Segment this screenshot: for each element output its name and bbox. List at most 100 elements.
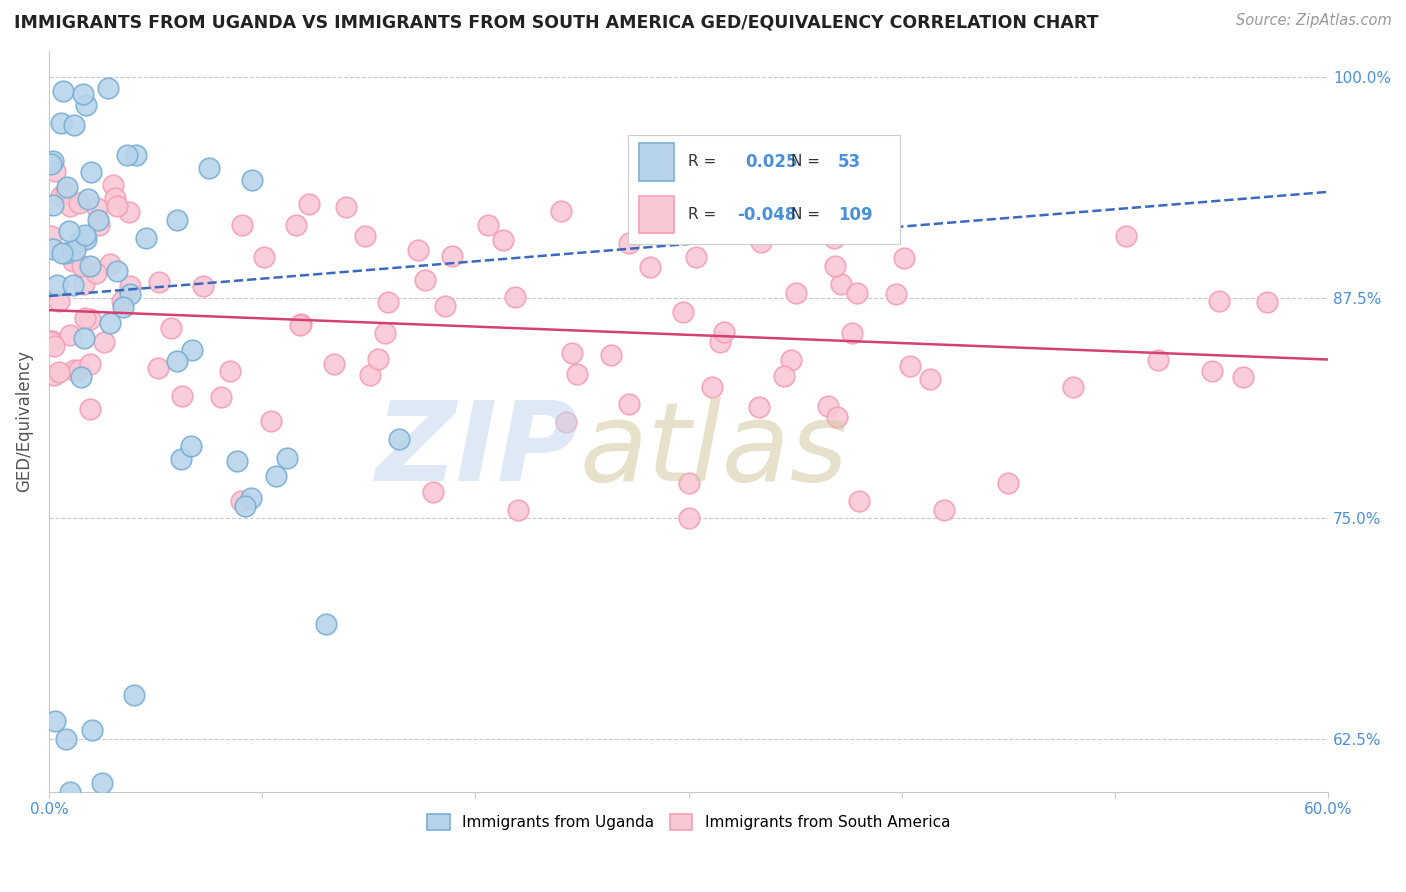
Point — [434, 299, 457, 313]
Point — [55, 185, 77, 199]
Point — [172, 389, 194, 403]
Point — [685, 250, 707, 264]
Point — [125, 148, 148, 162]
Text: N =: N = — [792, 154, 821, 169]
Point — [619, 396, 641, 410]
Point — [104, 191, 127, 205]
Point — [97, 80, 120, 95]
Point — [827, 409, 849, 424]
Point — [98, 316, 121, 330]
Point — [75, 98, 97, 112]
Point — [105, 199, 128, 213]
FancyBboxPatch shape — [638, 144, 675, 181]
Point — [79, 402, 101, 417]
Point — [377, 295, 399, 310]
Point — [785, 286, 807, 301]
Point — [72, 87, 94, 101]
Point — [1232, 370, 1254, 384]
Point — [817, 399, 839, 413]
Point — [180, 343, 202, 357]
Point — [288, 318, 311, 333]
Point — [550, 203, 572, 218]
FancyBboxPatch shape — [628, 135, 900, 244]
Point — [45, 277, 67, 292]
Point — [387, 432, 409, 446]
Point — [118, 278, 141, 293]
Point — [773, 369, 796, 384]
Point — [440, 248, 463, 262]
Point — [122, 688, 145, 702]
Point — [749, 235, 772, 250]
Point — [42, 154, 65, 169]
Point — [166, 354, 188, 368]
Point — [80, 165, 103, 179]
Point — [135, 231, 157, 245]
Point — [39, 229, 62, 244]
Point — [492, 233, 515, 247]
Point — [315, 617, 337, 632]
Text: -0.048: -0.048 — [737, 206, 796, 224]
Text: ZIP: ZIP — [377, 398, 579, 505]
Point — [997, 476, 1019, 491]
Point — [841, 326, 863, 340]
Point — [44, 338, 66, 352]
Point — [84, 266, 107, 280]
Point — [73, 310, 96, 325]
Point — [80, 723, 103, 738]
Point — [779, 352, 801, 367]
Point — [422, 484, 444, 499]
Point — [920, 371, 942, 385]
Point — [56, 179, 79, 194]
Point — [335, 200, 357, 214]
Point — [893, 251, 915, 265]
Point — [51, 245, 73, 260]
Point — [55, 731, 77, 746]
Point — [678, 511, 700, 525]
Point — [848, 493, 870, 508]
Point — [111, 300, 134, 314]
Point — [672, 305, 695, 319]
Point — [374, 326, 396, 341]
Point — [240, 491, 263, 505]
Point — [73, 277, 96, 291]
Point — [219, 364, 242, 378]
Point — [554, 415, 576, 429]
Point — [62, 363, 84, 377]
Point — [87, 212, 110, 227]
Point — [229, 493, 252, 508]
Point — [406, 243, 429, 257]
Point — [824, 259, 846, 273]
Point — [69, 235, 91, 249]
Point — [709, 335, 731, 350]
Point — [700, 380, 723, 394]
Point — [79, 312, 101, 326]
Point — [62, 118, 84, 132]
Point — [678, 218, 700, 232]
Point — [873, 218, 896, 232]
Point — [42, 198, 65, 212]
Legend: Immigrants from Uganda, Immigrants from South America: Immigrants from Uganda, Immigrants from … — [420, 808, 956, 836]
Point — [44, 714, 66, 729]
Y-axis label: GED/Equivalency: GED/Equivalency — [15, 351, 32, 492]
Point — [51, 115, 73, 129]
Point — [225, 454, 247, 468]
Point — [193, 278, 215, 293]
Point — [322, 357, 344, 371]
Text: Source: ZipAtlas.com: Source: ZipAtlas.com — [1236, 13, 1392, 29]
Point — [231, 219, 253, 233]
Point — [67, 362, 90, 376]
Point — [41, 334, 63, 349]
Point — [565, 367, 588, 381]
Point — [44, 368, 66, 383]
Point — [79, 259, 101, 273]
Point — [599, 348, 621, 362]
Point — [285, 218, 308, 232]
Point — [619, 235, 641, 250]
Point — [678, 476, 700, 491]
Point — [477, 218, 499, 232]
Text: 109: 109 — [838, 206, 872, 224]
Point — [39, 334, 62, 349]
Point — [148, 275, 170, 289]
Point — [59, 328, 82, 343]
Text: 53: 53 — [838, 153, 860, 171]
